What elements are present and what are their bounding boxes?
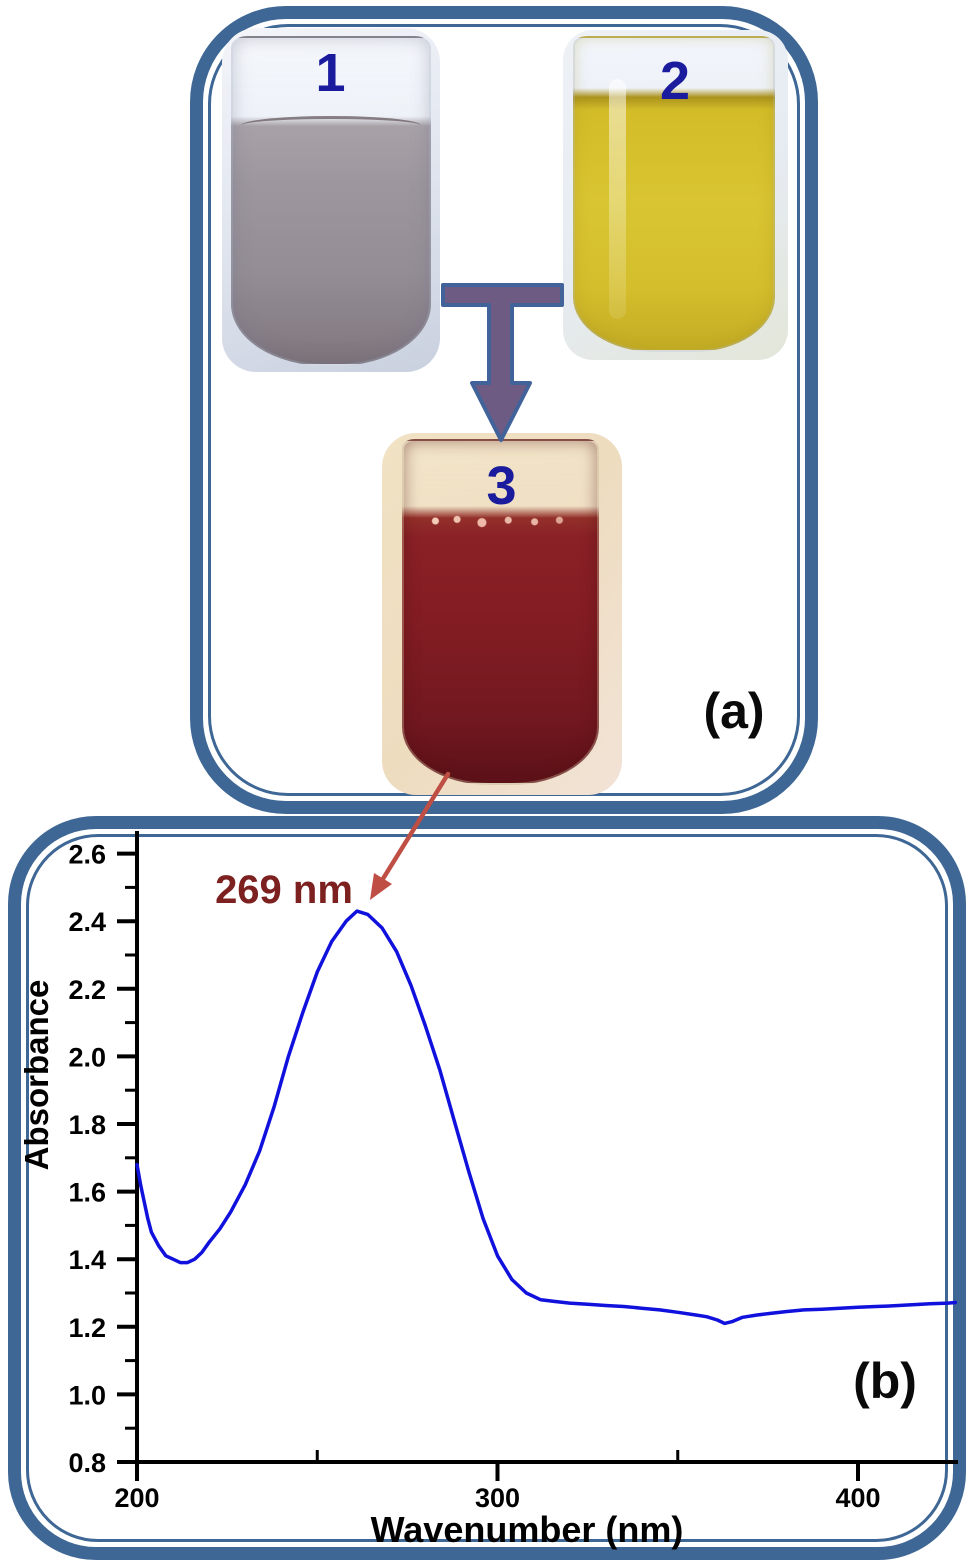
vial-photo-2: 2 <box>563 30 788 360</box>
vial-1-glass <box>231 36 431 366</box>
vial-3-surface-bubbles <box>423 512 578 529</box>
vial-photo-3: 3 <box>382 433 622 795</box>
panel-b-inner-frame <box>26 834 948 1542</box>
combine-arrow-shape <box>441 283 564 442</box>
vial-2-reflection <box>608 78 627 319</box>
panel-b-box <box>8 816 966 1560</box>
vial-3-label: 3 <box>486 456 518 516</box>
panel-a-label: (a) <box>703 683 765 739</box>
combine-arrow-icon <box>441 283 564 442</box>
vial-2-glass <box>573 36 775 352</box>
vial-2-label: 2 <box>659 51 692 111</box>
vial-photo-1: 1 <box>222 28 440 372</box>
panel-a-box <box>190 6 818 814</box>
panel-b-label: (b) <box>853 1353 917 1409</box>
vial-1-meniscus <box>240 116 422 135</box>
vial-1-label: 1 <box>315 43 347 103</box>
